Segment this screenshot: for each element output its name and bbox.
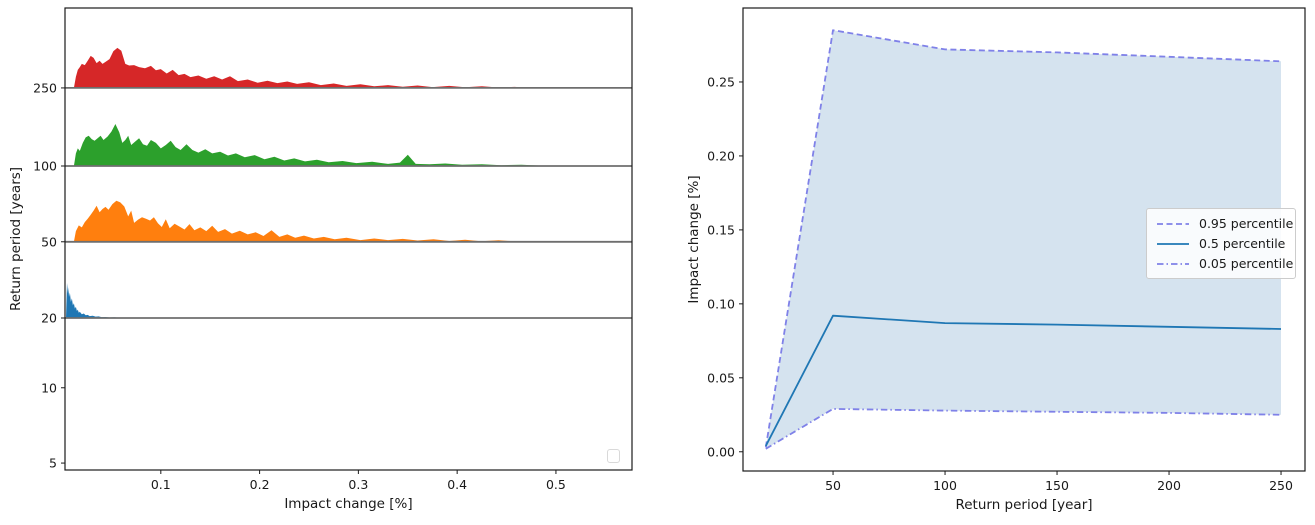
y-tick-label: 0.05 <box>707 370 735 385</box>
percentile-legend: 0.95 percentile 0.5 percentile 0.05 perc… <box>1146 208 1296 279</box>
y-tick-label: 100 <box>33 159 57 174</box>
y-tick-label: 10 <box>41 380 57 395</box>
y-tick-label: 50 <box>41 234 57 249</box>
percentile-line-0-95-percentile <box>764 29 1282 448</box>
y-tick-label: 0.15 <box>707 222 735 237</box>
legend-item-05-percentile: 0.5 percentile <box>1156 236 1286 251</box>
x-tick-label: 250 <box>1269 478 1293 493</box>
x-tick-label: 0.4 <box>447 477 467 492</box>
y-tick-label: 20 <box>41 311 57 326</box>
left-axes-frame <box>64 7 633 471</box>
y-tick-label: 0.25 <box>707 74 735 89</box>
percentile-line-0-05-percentile <box>765 407 1282 450</box>
distribution-rp-100 <box>73 124 561 166</box>
x-tick-label: 0.1 <box>151 477 171 492</box>
left-yaxis-label: Return period [years] <box>8 167 24 311</box>
distribution-rp-50 <box>73 200 552 242</box>
legend-label-095-percentile: 0.95 percentile <box>1199 216 1294 231</box>
y-tick-label: 0.00 <box>707 444 735 459</box>
y-tick-label: 5 <box>49 456 57 471</box>
x-tick-label: 150 <box>1045 478 1069 493</box>
x-tick-label: 50 <box>825 478 841 493</box>
left-xaxis-label: Impact change [%] <box>284 496 412 512</box>
x-tick-label: 200 <box>1157 478 1181 493</box>
right-axes-frame <box>742 7 1306 472</box>
dashdot-line-icon <box>1156 261 1190 267</box>
x-tick-label: 0.2 <box>250 477 270 492</box>
left-subplot: 0.1 0.2 0.3 0.4 0.5 250 100 50 20 10 5 Impact chang… <box>8 7 633 512</box>
solid-line-icon <box>1156 241 1190 247</box>
empty-legend-box <box>607 449 620 463</box>
legend-label-005-percentile: 0.05 percentile <box>1199 256 1294 271</box>
right-subplot: 50 100 150 200 250 0.00 0.05 0.10 0.15 0.20 0.25 Re… <box>686 7 1306 513</box>
legend-label-05-percentile: 0.5 percentile <box>1199 236 1286 251</box>
percentile-line-0-5-percentile <box>765 314 1282 447</box>
uncertainty-band <box>765 30 1281 449</box>
legend-item-005-percentile: 0.05 percentile <box>1156 256 1293 271</box>
dashed-line-icon <box>1156 221 1190 227</box>
y-tick-label: 0.20 <box>707 148 735 163</box>
y-tick-label: 0.10 <box>707 296 735 311</box>
right-yaxis-label: Impact change [%] <box>686 175 702 303</box>
x-tick-label: 0.5 <box>546 477 566 492</box>
x-tick-label: 100 <box>933 478 957 493</box>
right-xaxis-label: Return period [year] <box>955 497 1092 513</box>
distribution-rp-20 <box>66 283 177 318</box>
y-tick-label: 250 <box>33 80 57 95</box>
legend-item-095-percentile: 0.95 percentile <box>1156 216 1293 231</box>
x-tick-label: 0.3 <box>348 477 368 492</box>
distribution-rp-250 <box>73 47 561 88</box>
